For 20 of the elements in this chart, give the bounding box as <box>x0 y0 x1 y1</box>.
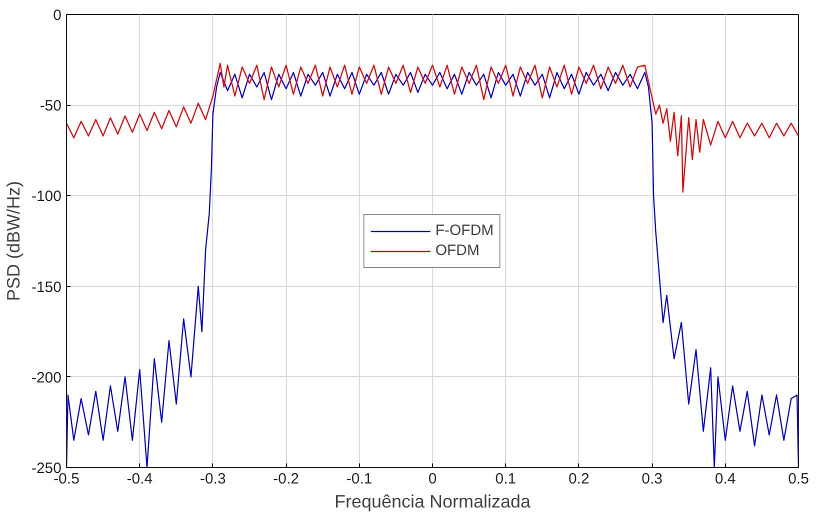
x-tick-label: 0.1 <box>495 470 516 488</box>
y-tick-label: -150 <box>31 278 62 296</box>
x-tick-label: 0.4 <box>714 470 736 488</box>
y-tick-label: -200 <box>31 369 62 386</box>
x-axis-title: Frequência Normalizada <box>334 492 532 512</box>
x-tick-label: 0 <box>428 470 437 488</box>
x-tick-label: 0.5 <box>788 470 809 488</box>
y-axis-title: PSD (dBW/Hz) <box>3 180 24 302</box>
y-tick-label: 0 <box>53 7 62 24</box>
legend-label: F-OFDM <box>435 222 494 239</box>
x-tick-label: 0.2 <box>568 470 590 488</box>
legend-label: OFDM <box>435 242 480 259</box>
x-tick-label: -0.2 <box>273 470 300 488</box>
y-tick-label: -100 <box>31 188 62 206</box>
line-series <box>66 62 798 193</box>
x-tick-label: -0.4 <box>126 470 153 488</box>
x-tick-label: 0.3 <box>642 470 663 488</box>
y-tick-label: -50 <box>40 98 62 115</box>
x-tick-label: -0.1 <box>346 470 372 488</box>
x-tick-label: -0.3 <box>200 470 226 488</box>
